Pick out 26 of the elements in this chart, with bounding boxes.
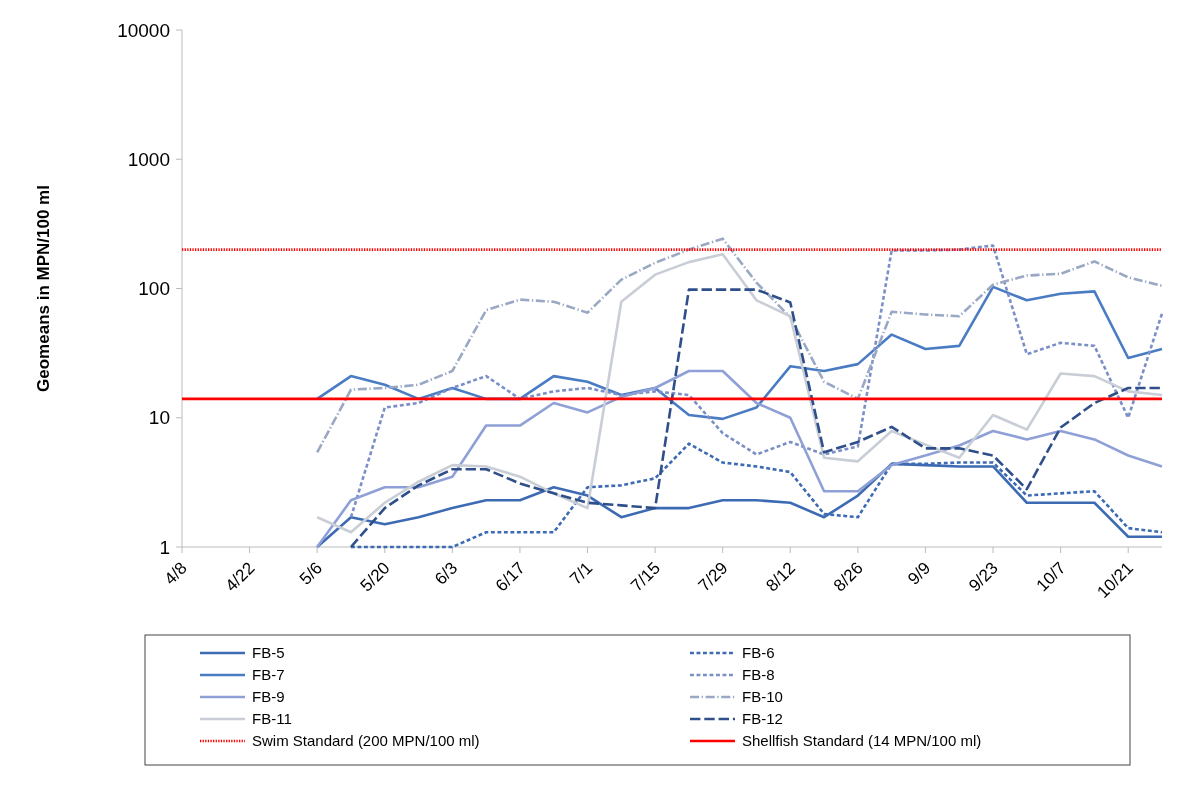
- y-tick-label: 100: [138, 278, 170, 300]
- legend-label: FB-11: [252, 710, 292, 728]
- x-tick-label: 7/29: [694, 558, 732, 596]
- y-tick-label: 10: [148, 407, 170, 429]
- legend-label: Swim Standard (200 MPN/100 ml): [252, 732, 480, 750]
- x-tick-label: 7/1: [566, 558, 597, 589]
- legend-label: FB-12: [742, 710, 783, 728]
- x-tick-label: 7/15: [627, 558, 664, 596]
- y-tick-label: 10000: [117, 19, 170, 41]
- y-axis-title: Geomeans in MPN/100 ml: [34, 185, 53, 392]
- line-series: [315, 369, 1164, 549]
- x-tick-label: 4/8: [160, 558, 191, 589]
- line-series: [315, 237, 1164, 454]
- legend-label: FB-10: [742, 688, 783, 706]
- x-tick-label: 5/6: [295, 558, 326, 589]
- x-tick-label: 6/3: [431, 558, 462, 589]
- y-tick-label: 1000: [127, 148, 170, 170]
- x-tick-label: 4/22: [221, 558, 259, 596]
- legend-label: FB-8: [742, 666, 775, 684]
- legend-label: FB-9: [252, 688, 285, 706]
- y-tick-label: 1: [159, 536, 170, 558]
- legend-label: Shellfish Standard (14 MPN/100 ml): [742, 732, 982, 750]
- x-tick-label: 9/9: [904, 558, 935, 589]
- legend-label: FB-5: [252, 644, 285, 662]
- legend-label: FB-6: [742, 644, 775, 662]
- legend-label: FB-7: [252, 666, 285, 684]
